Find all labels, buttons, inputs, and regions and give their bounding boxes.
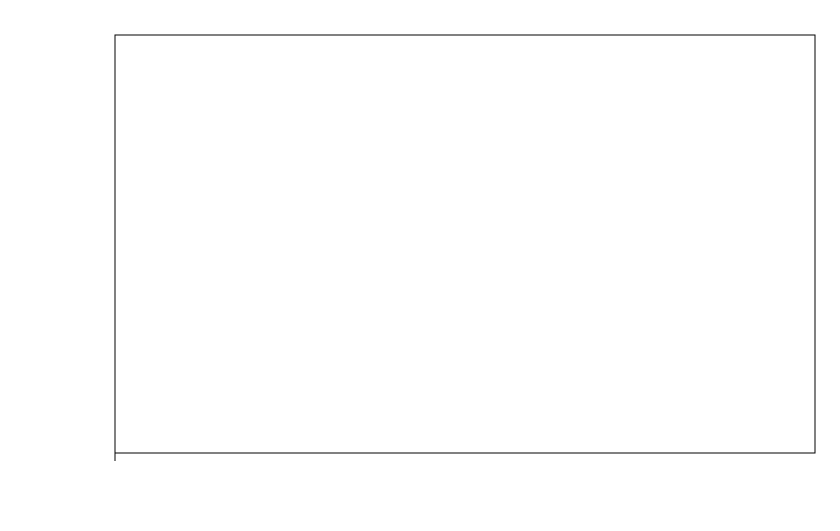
plot-area <box>115 35 815 453</box>
viscosity-chart <box>0 0 840 531</box>
